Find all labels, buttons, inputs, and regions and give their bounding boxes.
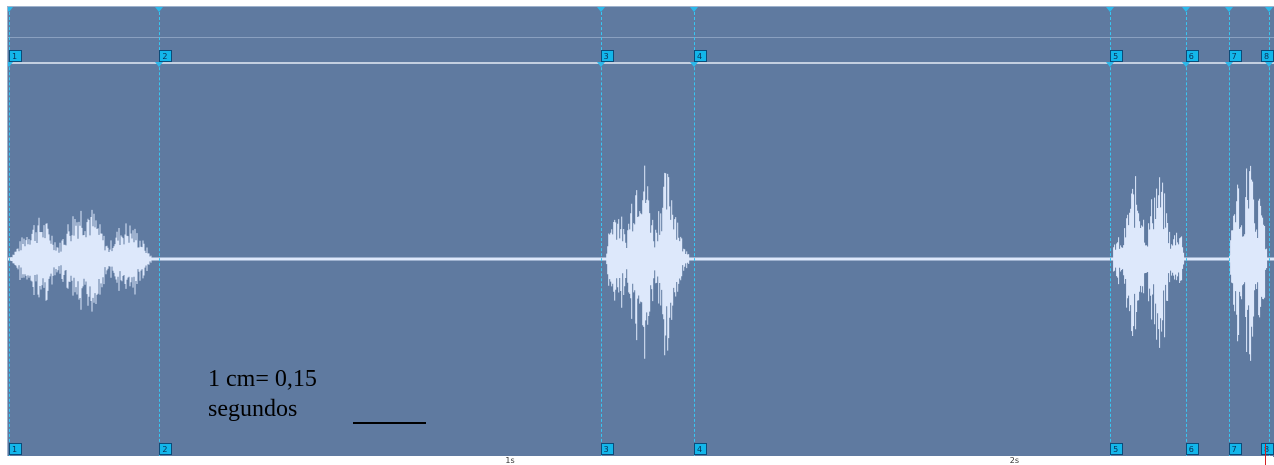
marker-triangle-icon[interactable]: [1264, 7, 1273, 12]
time-tick-label: 1s: [505, 456, 515, 465]
marker-triangle-icon[interactable]: [8, 62, 13, 67]
waveform-segment-2: [606, 165, 691, 359]
marker-triangle-icon[interactable]: [596, 7, 605, 12]
marker-line-6[interactable]: [1185, 7, 1187, 457]
marker-flag-top-2[interactable]: 2: [159, 50, 173, 62]
marker-flag-top-3[interactable]: 3: [600, 50, 614, 62]
marker-line-3[interactable]: [600, 7, 602, 457]
marker-line-5[interactable]: [1110, 7, 1112, 457]
marker-triangle-icon[interactable]: [1106, 7, 1115, 12]
marker-line-4[interactable]: [693, 7, 695, 457]
marker-flag-bottom-2[interactable]: 2: [159, 443, 173, 455]
marker-flag-bottom-7[interactable]: 7: [1228, 443, 1242, 455]
marker-flag-top-7[interactable]: 7: [1228, 50, 1242, 62]
marker-flag-bottom-3[interactable]: 3: [600, 443, 614, 455]
marker-line-7[interactable]: [1228, 7, 1230, 457]
marker-triangle-icon[interactable]: [689, 62, 698, 67]
scale-bar: [353, 422, 426, 424]
marker-triangle-icon[interactable]: [155, 62, 164, 67]
scale-annotation-line2: segundos: [208, 396, 298, 422]
marker-ruler-band[interactable]: [8, 7, 1274, 38]
marker-flag-top-1[interactable]: 1: [9, 50, 22, 62]
scale-annotation-line1: 1 cm= 0,15: [208, 366, 317, 392]
scale-annotation: 1 cm= 0,15 segundos: [208, 364, 317, 424]
marker-flag-top-4[interactable]: 4: [693, 50, 707, 62]
marker-flag-bottom-5[interactable]: 5: [1110, 443, 1124, 455]
waveform-segment-3: [1113, 176, 1186, 348]
marker-header-line: [8, 62, 1274, 64]
marker-line-2[interactable]: [159, 7, 161, 457]
time-tick-label: 2s: [1009, 456, 1020, 465]
marker-triangle-icon[interactable]: [1181, 62, 1190, 67]
marker-flag-top-5[interactable]: 5: [1110, 50, 1124, 62]
marker-triangle-icon[interactable]: [155, 7, 164, 12]
waveform-segment-1: [9, 209, 153, 312]
marker-line-1[interactable]: [9, 7, 10, 457]
marker-triangle-icon[interactable]: [1106, 62, 1115, 67]
waveform-segment-4: [1229, 165, 1268, 361]
marker-triangle-icon[interactable]: [689, 7, 698, 12]
time-ruler[interactable]: 1s 2s: [7, 456, 1273, 465]
marker-triangle-icon[interactable]: [596, 62, 605, 67]
marker-flag-bottom-8[interactable]: 8: [1261, 443, 1274, 455]
marker-flag-top-8[interactable]: 8: [1261, 50, 1274, 62]
marker-triangle-icon[interactable]: [1264, 62, 1273, 67]
marker-flag-bottom-1[interactable]: 1: [9, 443, 22, 455]
marker-flag-bottom-4[interactable]: 4: [693, 443, 707, 455]
marker-line-8[interactable]: [1268, 7, 1270, 457]
waveform-editor[interactable]: 1 1 2 2 3 3 4 4 5 5 6 6 7 7 8 8: [7, 6, 1274, 457]
marker-flag-bottom-6[interactable]: 6: [1185, 443, 1199, 455]
playhead-end-marker: [1265, 444, 1266, 465]
marker-triangle-icon[interactable]: [1224, 7, 1233, 12]
marker-triangle-icon[interactable]: [1224, 62, 1233, 67]
marker-triangle-icon[interactable]: [8, 7, 13, 12]
waveform-display[interactable]: [8, 7, 1274, 457]
marker-triangle-icon[interactable]: [1181, 7, 1190, 12]
marker-flag-top-6[interactable]: 6: [1185, 50, 1199, 62]
